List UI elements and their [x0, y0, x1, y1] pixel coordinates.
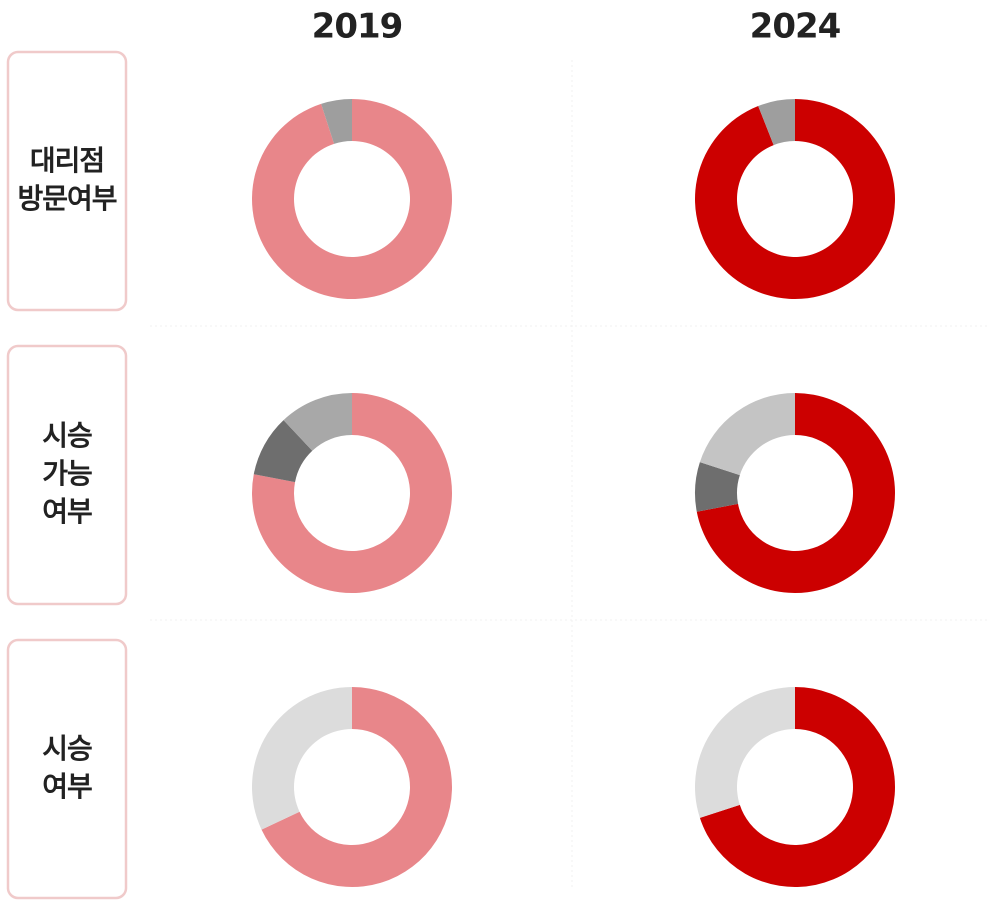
donut-segment [261, 687, 452, 887]
row-label: 여부 [42, 770, 92, 803]
row-label-box [6, 638, 128, 900]
column-header: 2024 [750, 7, 841, 47]
donut-segment [699, 393, 795, 476]
donut-segment [695, 462, 740, 512]
donut-segment [699, 687, 896, 887]
donut-segment [695, 687, 795, 818]
donut-segment [321, 99, 352, 144]
donut-segment [696, 393, 895, 593]
row-label: 시승 [42, 732, 92, 765]
donut-segment [252, 687, 352, 830]
row-label: 대리점 [30, 144, 104, 177]
donut-segment [251, 99, 452, 300]
row-label: 방문여부 [17, 182, 116, 215]
row-label: 여부 [42, 495, 92, 528]
donut-segment [251, 393, 452, 594]
row-label: 시승 [42, 419, 92, 452]
donut-segment [283, 393, 352, 451]
column-header: 2019 [312, 7, 403, 47]
donut-segment [253, 420, 313, 483]
row-label-box [6, 50, 128, 312]
row-label-box [6, 344, 128, 606]
donut-segment [758, 99, 795, 146]
donut-segment [695, 99, 895, 299]
row-label: 가능 [42, 457, 92, 490]
